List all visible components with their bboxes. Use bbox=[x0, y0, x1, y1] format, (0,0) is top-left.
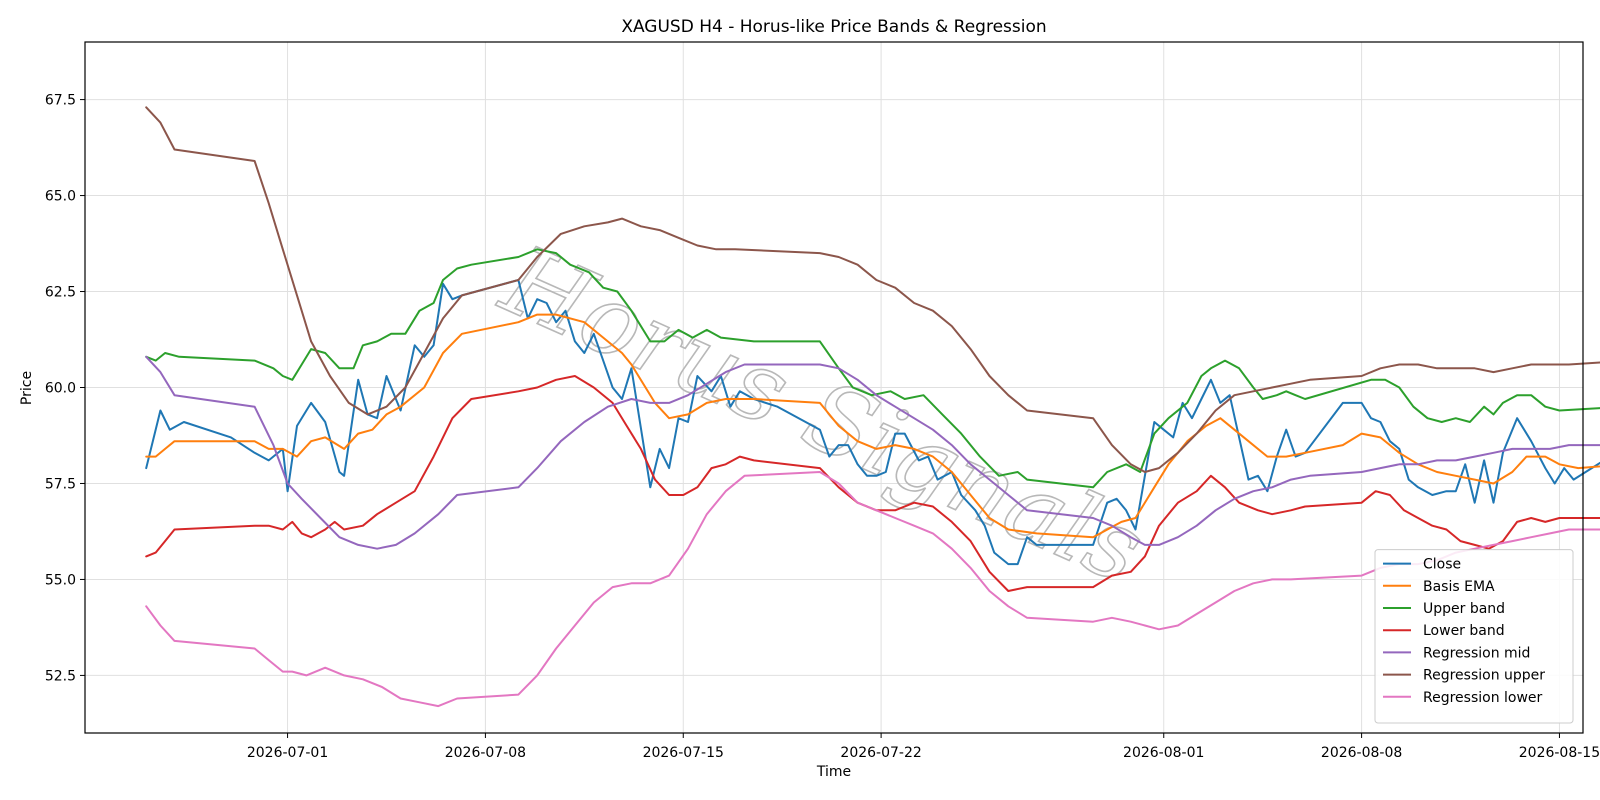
x-tick-label: 2026-07-01 bbox=[247, 745, 328, 761]
chart-title: XAGUSD H4 - Horus-like Price Bands & Reg… bbox=[621, 17, 1046, 37]
legend-label: Close bbox=[1423, 557, 1461, 573]
series-line-regression-lower bbox=[145, 471, 1600, 708]
series-line-lower-band bbox=[145, 375, 1600, 592]
legend-label: Regression mid bbox=[1423, 645, 1530, 661]
legend-label: Lower band bbox=[1423, 623, 1505, 639]
legend-item: Close bbox=[1383, 557, 1461, 573]
y-tick-label: 57.5 bbox=[45, 476, 76, 492]
series-line-regression-upper bbox=[145, 106, 1600, 473]
series-line-basis-ema bbox=[145, 313, 1600, 539]
y-tick-label: 52.5 bbox=[45, 668, 76, 684]
legend-item: Upper band bbox=[1383, 601, 1505, 617]
y-tick-label: 62.5 bbox=[45, 285, 76, 301]
legend-item: Regression upper bbox=[1383, 668, 1545, 684]
legend: Close Basis EMA Upper band Lower band Regres… bbox=[1374, 549, 1574, 724]
x-axis: 2026-07-01 2026-07-08 2026-07-15 2026-07-22… bbox=[247, 733, 1600, 761]
x-axis-title: Time bbox=[816, 764, 851, 780]
legend-label: Regression upper bbox=[1423, 668, 1545, 684]
x-tick-label: 2026-07-08 bbox=[445, 745, 526, 761]
legend-box bbox=[1374, 549, 1574, 724]
x-tick-label: 2026-08-15 bbox=[1519, 745, 1600, 761]
series-line-regression-mid bbox=[145, 355, 1600, 550]
x-tick-label: 2026-07-15 bbox=[643, 745, 724, 761]
y-axis: 52.5 55.0 57.5 60.0 62.5 65.0 67.5 bbox=[45, 93, 85, 684]
y-axis-title: Price bbox=[19, 371, 35, 405]
y-tick-label: 60.0 bbox=[45, 381, 76, 397]
legend-item: Basis EMA bbox=[1383, 579, 1495, 595]
legend-item: Regression lower bbox=[1383, 690, 1543, 706]
y-tick-label: 65.0 bbox=[45, 189, 76, 205]
series-line-upper-band bbox=[145, 248, 1600, 489]
legend-item: Regression mid bbox=[1383, 645, 1530, 661]
legend-label: Regression lower bbox=[1423, 690, 1543, 706]
y-tick-label: 55.0 bbox=[45, 572, 76, 588]
legend-label: Basis EMA bbox=[1423, 579, 1495, 595]
x-tick-label: 2026-08-01 bbox=[1123, 745, 1204, 761]
x-tick-label: 2026-07-22 bbox=[840, 745, 921, 761]
series-group bbox=[145, 106, 1600, 708]
legend-label: Upper band bbox=[1423, 601, 1505, 617]
y-tick-label: 67.5 bbox=[45, 93, 76, 109]
x-tick-label: 2026-08-08 bbox=[1321, 745, 1402, 761]
legend-item: Lower band bbox=[1383, 623, 1505, 639]
